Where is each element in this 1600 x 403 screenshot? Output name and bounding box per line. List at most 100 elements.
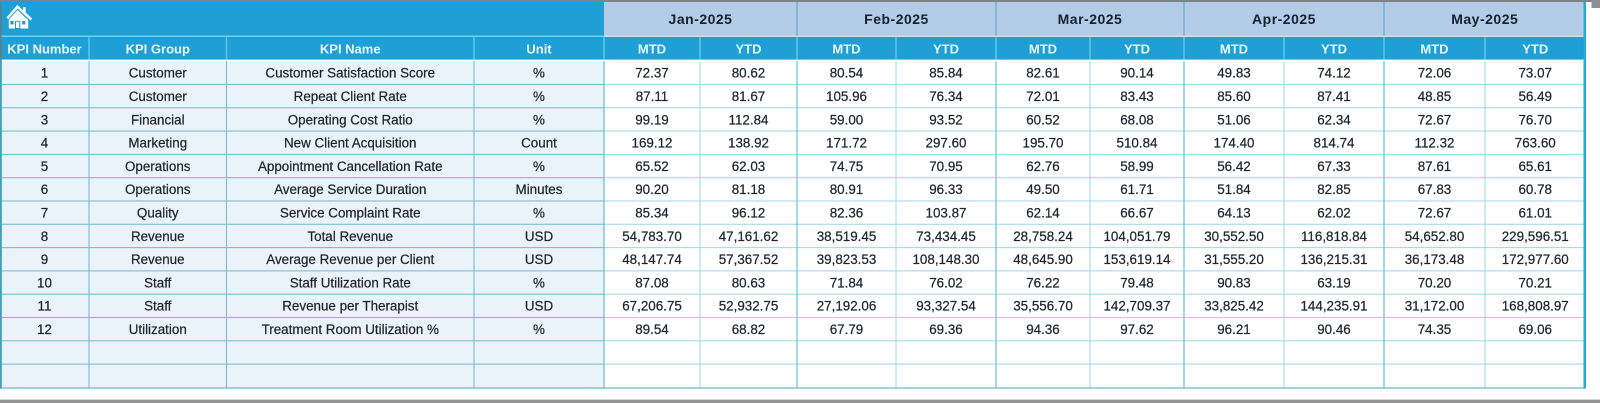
svg-text:62.34: 62.34 [1317,112,1351,127]
svg-text:72.67: 72.67 [1418,205,1452,220]
svg-text:38,519.45: 38,519.45 [817,229,877,244]
svg-text:74.35: 74.35 [1418,322,1452,337]
svg-text:83.43: 83.43 [1120,89,1154,104]
svg-text:66.67: 66.67 [1120,205,1154,220]
svg-text:93,327.54: 93,327.54 [916,299,976,314]
svg-text:YTD: YTD [1321,41,1347,56]
svg-text:76.34: 76.34 [929,89,963,104]
svg-text:61.01: 61.01 [1518,205,1552,220]
svg-text:71.84: 71.84 [830,275,864,290]
svg-text:63.19: 63.19 [1317,275,1351,290]
svg-text:136,215.31: 136,215.31 [1300,252,1367,267]
svg-text:YTD: YTD [1124,41,1150,56]
svg-text:YTD: YTD [736,41,762,56]
svg-text:47,161.62: 47,161.62 [719,229,779,244]
svg-text:82.85: 82.85 [1317,182,1351,197]
svg-text:KPI Group: KPI Group [126,41,190,56]
svg-text:169.12: 169.12 [632,136,673,151]
svg-text:Staff Utilization Rate: Staff Utilization Rate [290,275,411,290]
svg-text:72.37: 72.37 [635,66,669,81]
svg-text:33,825.42: 33,825.42 [1204,299,1264,314]
svg-text:80.91: 80.91 [830,182,864,197]
svg-text:Staff: Staff [144,275,172,290]
svg-text:Staff: Staff [144,299,172,314]
svg-text:Treatment Room Utilization %: Treatment Room Utilization % [262,322,439,337]
svg-text:10: 10 [37,275,52,290]
svg-text:2: 2 [41,89,48,104]
svg-text:48,645.90: 48,645.90 [1013,252,1073,267]
svg-text:7: 7 [41,205,48,220]
svg-text:73.07: 73.07 [1518,66,1552,81]
svg-text:72.67: 72.67 [1418,112,1452,127]
svg-text:87.08: 87.08 [635,275,669,290]
svg-text:KPI Name: KPI Name [320,41,381,56]
svg-text:229,596.51: 229,596.51 [1502,229,1569,244]
svg-text:87.11: 87.11 [636,89,669,104]
svg-text:99.19: 99.19 [635,112,669,127]
svg-text:Operations: Operations [125,159,191,174]
svg-text:59.00: 59.00 [830,112,864,127]
svg-text:4: 4 [41,136,49,151]
svg-text:12: 12 [37,322,52,337]
svg-text:87.61: 87.61 [1418,159,1452,174]
svg-text:KPI Number: KPI Number [7,41,81,56]
svg-text:27,192.06: 27,192.06 [817,299,877,314]
svg-text:%: % [533,322,545,337]
svg-text:62.02: 62.02 [1317,205,1351,220]
svg-text:82.36: 82.36 [830,205,864,220]
svg-text:81.18: 81.18 [732,182,766,197]
svg-text:Repeat Client Rate: Repeat Client Rate [294,89,407,104]
svg-text:142,709.37: 142,709.37 [1103,299,1170,314]
svg-text:MTD: MTD [832,41,860,56]
svg-text:51.06: 51.06 [1217,112,1251,127]
svg-text:62.03: 62.03 [732,159,766,174]
svg-text:Customer: Customer [129,66,188,81]
svg-text:90.83: 90.83 [1217,275,1251,290]
svg-text:48.85: 48.85 [1418,89,1452,104]
svg-text:Operations: Operations [125,182,191,197]
svg-text:51.84: 51.84 [1217,182,1251,197]
svg-text:Mar-2025: Mar-2025 [1058,11,1123,27]
svg-text:172,977.60: 172,977.60 [1502,252,1569,267]
svg-text:85.84: 85.84 [929,66,963,81]
svg-text:80.62: 80.62 [732,66,766,81]
svg-text:35,556.70: 35,556.70 [1013,299,1073,314]
svg-text:68.82: 68.82 [732,322,766,337]
svg-text:65.61: 65.61 [1518,159,1552,174]
svg-text:67,206.75: 67,206.75 [622,299,682,314]
svg-text:93.52: 93.52 [929,112,963,127]
svg-text:74.12: 74.12 [1317,66,1351,81]
svg-text:May-2025: May-2025 [1451,11,1518,27]
svg-text:168,808.97: 168,808.97 [1502,299,1569,314]
svg-text:MTD: MTD [1420,41,1448,56]
svg-text:153,619.14: 153,619.14 [1103,252,1171,267]
svg-text:89.54: 89.54 [635,322,669,337]
svg-text:Utilization: Utilization [129,322,187,337]
svg-text:54,783.70: 54,783.70 [622,229,682,244]
svg-text:72.06: 72.06 [1418,66,1452,81]
svg-text:195.70: 195.70 [1023,136,1064,151]
svg-text:56.49: 56.49 [1518,89,1552,104]
svg-text:USD: USD [525,229,554,244]
svg-text:New Client Acquisition: New Client Acquisition [284,136,416,151]
svg-text:68.08: 68.08 [1120,112,1154,127]
svg-text:62.14: 62.14 [1026,205,1060,220]
svg-text:YTD: YTD [1522,41,1548,56]
svg-text:%: % [533,205,545,220]
svg-text:Revenue: Revenue [131,252,185,267]
svg-text:Marketing: Marketing [128,136,187,151]
svg-text:90.14: 90.14 [1120,66,1154,81]
svg-text:85.60: 85.60 [1217,89,1251,104]
svg-text:70.21: 70.21 [1518,275,1552,290]
svg-text:6: 6 [41,182,48,197]
svg-text:28,758.24: 28,758.24 [1013,229,1073,244]
svg-text:85.34: 85.34 [635,205,669,220]
svg-text:36,173.48: 36,173.48 [1405,252,1465,267]
svg-text:%: % [533,275,545,290]
svg-text:814.74: 814.74 [1314,136,1356,151]
svg-text:94.36: 94.36 [1026,322,1060,337]
svg-text:Customer: Customer [129,89,188,104]
svg-text:Feb-2025: Feb-2025 [864,11,929,27]
svg-text:144,235.91: 144,235.91 [1300,299,1367,314]
svg-text:56.42: 56.42 [1217,159,1251,174]
